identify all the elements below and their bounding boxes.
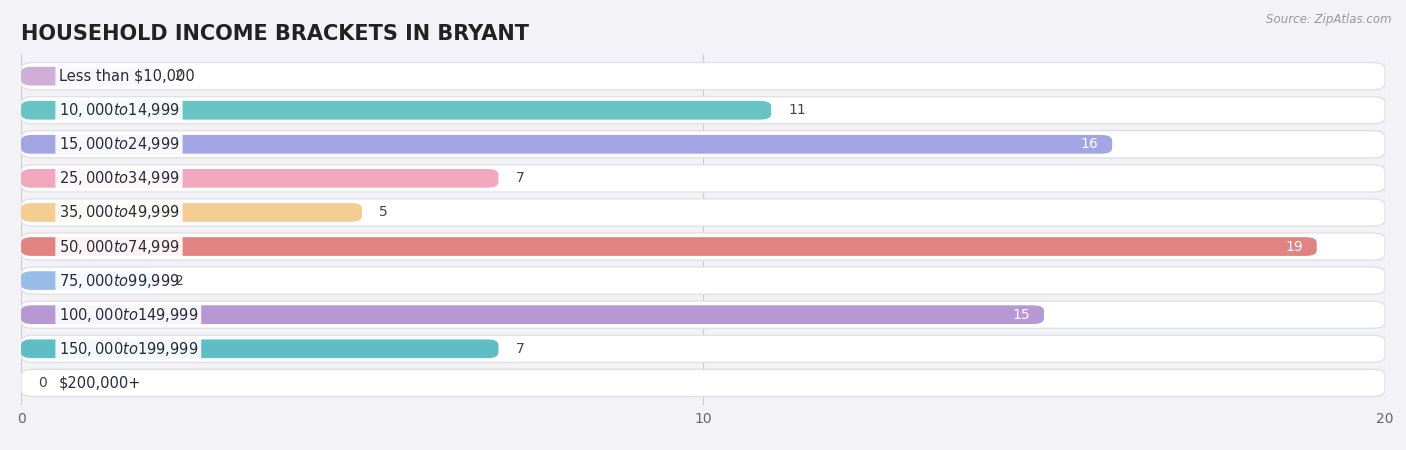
FancyBboxPatch shape xyxy=(21,101,772,120)
Text: 19: 19 xyxy=(1285,239,1303,253)
FancyBboxPatch shape xyxy=(21,165,1385,192)
Text: $75,000 to $99,999: $75,000 to $99,999 xyxy=(59,272,180,290)
Text: 2: 2 xyxy=(174,69,183,83)
Text: Source: ZipAtlas.com: Source: ZipAtlas.com xyxy=(1267,14,1392,27)
Text: 16: 16 xyxy=(1081,137,1098,151)
FancyBboxPatch shape xyxy=(21,339,499,358)
FancyBboxPatch shape xyxy=(21,233,1385,260)
Text: $100,000 to $149,999: $100,000 to $149,999 xyxy=(59,306,198,324)
Text: $35,000 to $49,999: $35,000 to $49,999 xyxy=(59,203,180,221)
FancyBboxPatch shape xyxy=(21,335,1385,362)
Text: 7: 7 xyxy=(516,342,524,356)
FancyBboxPatch shape xyxy=(21,67,157,86)
Text: $200,000+: $200,000+ xyxy=(59,375,141,390)
FancyBboxPatch shape xyxy=(21,369,1385,396)
FancyBboxPatch shape xyxy=(21,271,157,290)
Text: $150,000 to $199,999: $150,000 to $199,999 xyxy=(59,340,198,358)
FancyBboxPatch shape xyxy=(21,199,1385,226)
Text: HOUSEHOLD INCOME BRACKETS IN BRYANT: HOUSEHOLD INCOME BRACKETS IN BRYANT xyxy=(21,24,529,44)
FancyBboxPatch shape xyxy=(21,301,1385,328)
FancyBboxPatch shape xyxy=(21,267,1385,294)
Text: $25,000 to $34,999: $25,000 to $34,999 xyxy=(59,169,180,187)
FancyBboxPatch shape xyxy=(21,63,1385,90)
FancyBboxPatch shape xyxy=(21,305,1045,324)
Text: $50,000 to $74,999: $50,000 to $74,999 xyxy=(59,238,180,256)
Text: Less than $10,000: Less than $10,000 xyxy=(59,69,194,84)
Text: 2: 2 xyxy=(174,274,183,288)
FancyBboxPatch shape xyxy=(21,130,1385,158)
Text: 0: 0 xyxy=(38,376,46,390)
Text: 7: 7 xyxy=(516,171,524,185)
Text: 15: 15 xyxy=(1012,308,1031,322)
FancyBboxPatch shape xyxy=(21,237,1317,256)
FancyBboxPatch shape xyxy=(21,97,1385,124)
Text: $10,000 to $14,999: $10,000 to $14,999 xyxy=(59,101,180,119)
Text: 5: 5 xyxy=(380,206,388,220)
FancyBboxPatch shape xyxy=(21,135,1112,154)
FancyBboxPatch shape xyxy=(21,203,363,222)
FancyBboxPatch shape xyxy=(21,169,499,188)
Text: $15,000 to $24,999: $15,000 to $24,999 xyxy=(59,135,180,153)
Text: 11: 11 xyxy=(789,103,806,117)
